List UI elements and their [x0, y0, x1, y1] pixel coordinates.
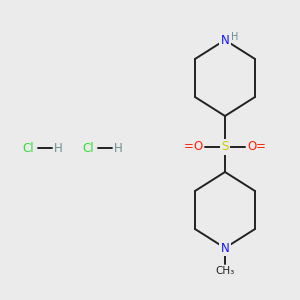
Text: O: O [248, 140, 256, 154]
Text: =: = [184, 140, 194, 154]
Text: O: O [194, 140, 202, 154]
Text: =: = [256, 140, 266, 154]
Text: N: N [220, 242, 230, 254]
Text: CH₃: CH₃ [215, 266, 235, 276]
Text: H: H [114, 142, 122, 154]
Text: H: H [54, 142, 62, 154]
Text: S: S [221, 140, 229, 154]
Text: Cl: Cl [22, 142, 34, 154]
Text: Cl: Cl [82, 142, 94, 154]
Text: N: N [220, 34, 230, 46]
Text: H: H [231, 32, 238, 42]
